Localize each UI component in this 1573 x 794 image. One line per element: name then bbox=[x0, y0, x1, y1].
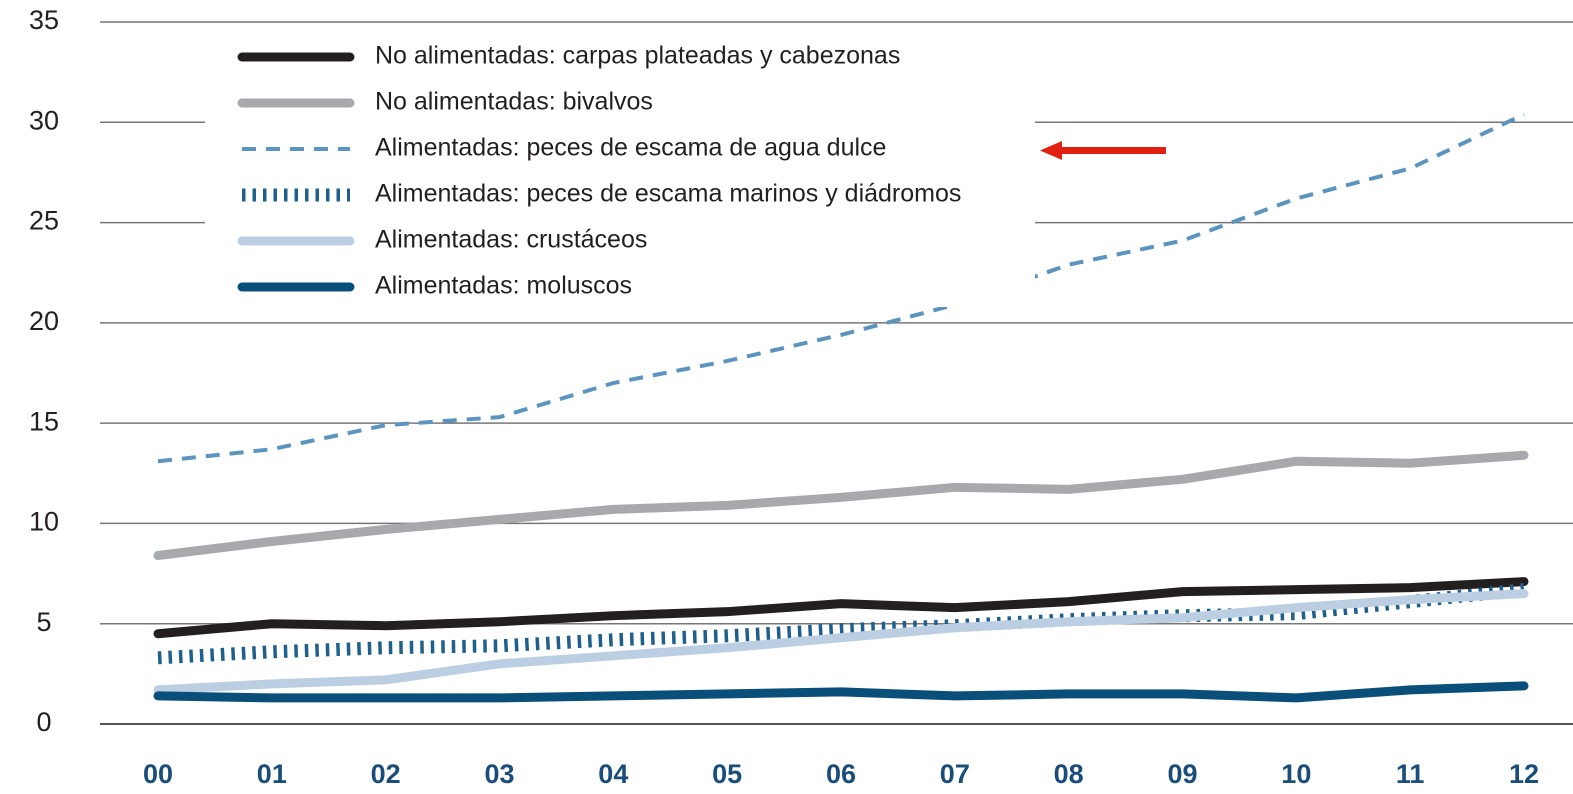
x-tick-label: 01 bbox=[257, 759, 287, 789]
annotation-arrow bbox=[1040, 141, 1166, 160]
y-tick-label: 25 bbox=[29, 206, 59, 236]
x-tick-label: 11 bbox=[1396, 759, 1425, 789]
legend: No alimentadas: carpas plateadas y cabez… bbox=[237, 42, 961, 300]
x-tick-label: 06 bbox=[826, 759, 856, 789]
series-line bbox=[153, 589, 1529, 695]
x-tick-label: 05 bbox=[712, 759, 742, 789]
legend-label: Alimentadas: peces de escama de agua dul… bbox=[375, 134, 886, 162]
legend-label: Alimentadas: crustáceos bbox=[375, 226, 647, 254]
series-line bbox=[157, 112, 1525, 464]
y-tick-label: 30 bbox=[29, 105, 59, 135]
x-tick-label: 08 bbox=[1054, 759, 1084, 789]
series-line bbox=[157, 583, 1525, 665]
arrow-head bbox=[1040, 141, 1062, 160]
x-tick-label: 04 bbox=[598, 759, 628, 789]
y-tick-label: 5 bbox=[36, 607, 51, 637]
y-tick-label: 20 bbox=[29, 306, 59, 336]
x-tick-label: 07 bbox=[940, 759, 970, 789]
series-line bbox=[153, 577, 1529, 639]
x-tick-label: 10 bbox=[1281, 759, 1311, 789]
x-tick-label: 09 bbox=[1167, 759, 1197, 789]
y-tick-label: 15 bbox=[29, 406, 59, 436]
y-tick-label: 0 bbox=[36, 707, 51, 737]
series-line bbox=[153, 450, 1529, 561]
legend-label: No alimentadas: carpas plateadas y cabez… bbox=[375, 42, 900, 70]
legend-label: Alimentadas: moluscos bbox=[375, 272, 632, 300]
lines bbox=[153, 112, 1529, 703]
x-tick-label: 00 bbox=[143, 759, 173, 789]
y-tick-label: 35 bbox=[29, 5, 59, 35]
legend-label: No alimentadas: bivalvos bbox=[375, 88, 653, 116]
x-tick-label: 12 bbox=[1509, 759, 1539, 789]
y-tick-label: 10 bbox=[29, 507, 59, 537]
legend-background bbox=[205, 35, 1035, 307]
series-line bbox=[153, 681, 1529, 703]
arrow-shaft bbox=[1058, 147, 1166, 154]
x-tick-label: 02 bbox=[371, 759, 401, 789]
x-tick-label: 03 bbox=[484, 759, 514, 789]
legend-label: Alimentadas: peces de escama marinos y d… bbox=[375, 180, 961, 208]
